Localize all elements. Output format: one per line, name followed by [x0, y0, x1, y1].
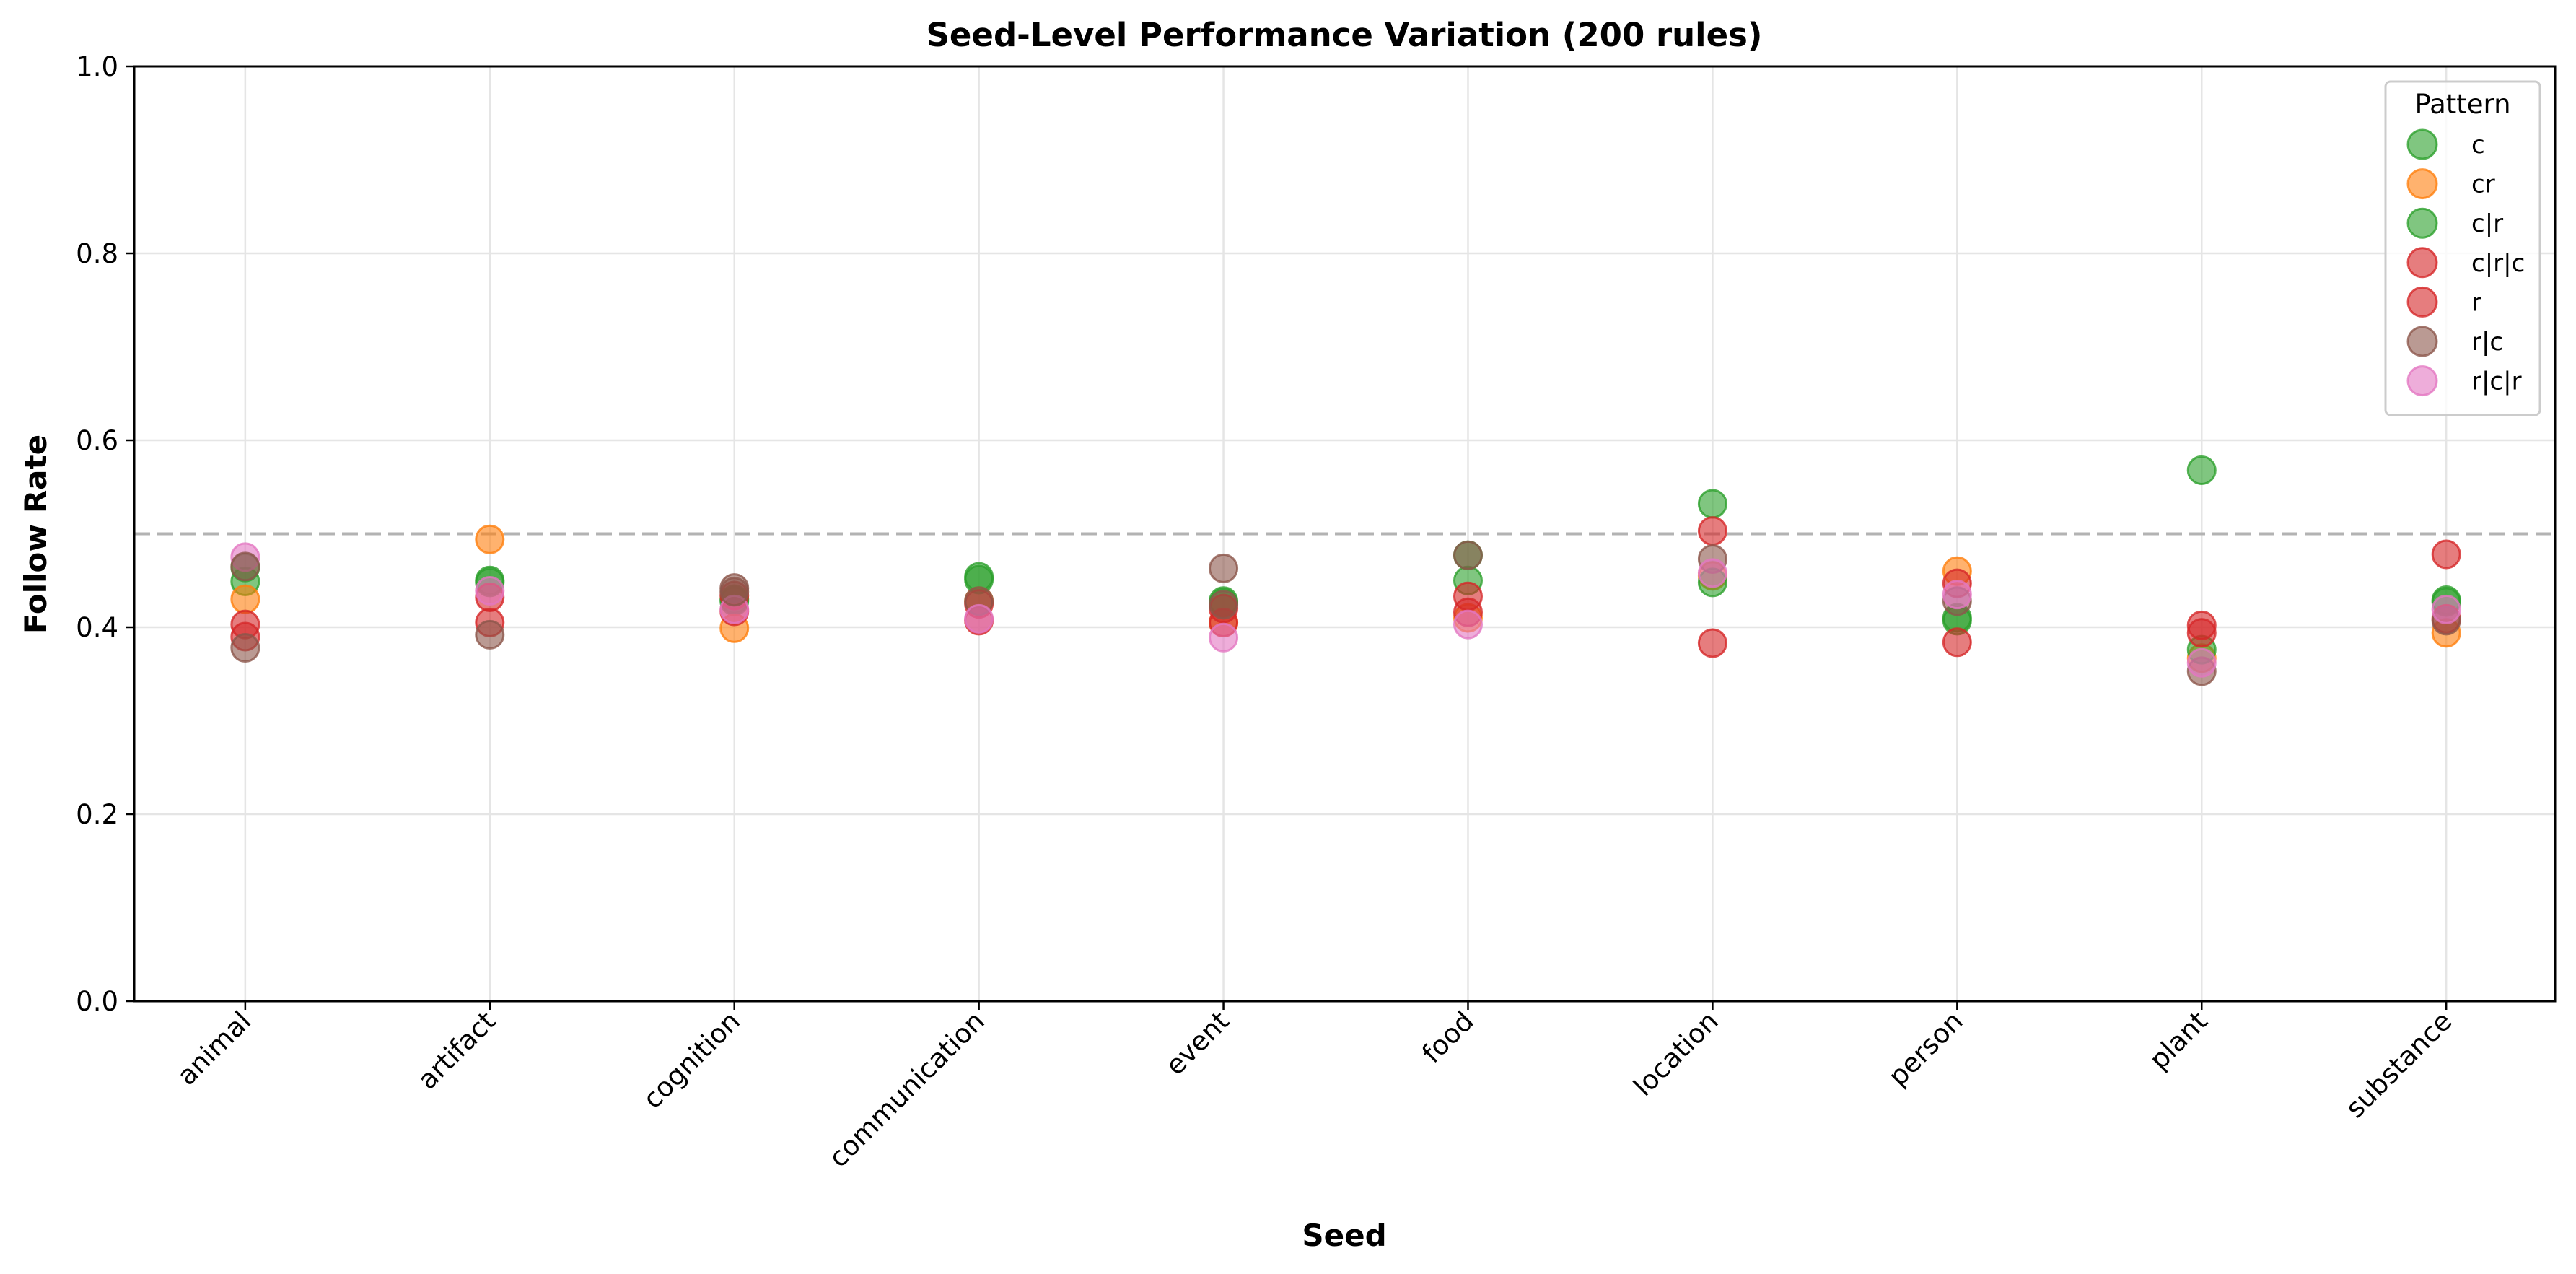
- y-axis-ticks: 0.0 0.2 0.4 0.6 0.8 1.0: [76, 51, 134, 1017]
- y-tick-label: 1.0: [76, 51, 118, 82]
- legend-marker-r: [2406, 286, 2438, 318]
- point-r-c-r-artifact: [475, 575, 505, 606]
- point-c-r-c-location: [1697, 516, 1727, 546]
- y-tick-label: 0.8: [76, 238, 118, 269]
- point-r-plant: [2186, 618, 2217, 648]
- point-r-c-r-substance: [2431, 594, 2461, 624]
- point-cr-artifact: [475, 524, 505, 554]
- point-r-c-animal: [230, 632, 260, 663]
- point-r-c-event: [1209, 590, 1239, 620]
- x-axis-label: Seed: [1302, 1218, 1386, 1253]
- legend-marker-r-c: [2406, 326, 2438, 357]
- legend-label-c-r-c: c|r|c: [2471, 249, 2525, 278]
- point-c-r-c-substance: [2431, 539, 2461, 570]
- legend-label-r-c: r|c: [2471, 328, 2503, 357]
- x-tick-label-cognition: cognition: [637, 1005, 746, 1114]
- legend-label-cr: cr: [2471, 170, 2495, 199]
- x-tick-label-animal: animal: [171, 1005, 257, 1091]
- x-tick-label-communication: communication: [823, 1005, 991, 1174]
- point-r-location: [1697, 628, 1727, 658]
- chart-title: Seed-Level Performance Variation (200 ru…: [926, 16, 1763, 54]
- point-r-c-r-plant: [2186, 647, 2217, 678]
- legend-marker-cr: [2406, 168, 2438, 200]
- point-c-location: [1697, 489, 1727, 519]
- legend-label-r-c-r: r|c|r: [2471, 367, 2522, 396]
- y-tick-label: 0.6: [76, 425, 118, 456]
- y-axis-label: Follow Rate: [18, 435, 53, 634]
- point-r-c-cognition: [719, 577, 750, 607]
- x-tick-label-food: food: [1416, 1005, 1480, 1069]
- legend-items: c cr c|r c|r|c r r|c r|c|r: [2406, 128, 2525, 397]
- point-r-c-artifact: [475, 619, 505, 650]
- legend-title: Pattern: [2414, 89, 2510, 120]
- x-axis-ticks: animal artifact cognition communication even…: [171, 1001, 2458, 1174]
- point-r-c-r-communication: [964, 603, 994, 634]
- legend: Pattern c cr c|r c|r|c r r|c r|c|r: [2384, 80, 2541, 416]
- x-tick-label-substance: substance: [2339, 1005, 2458, 1124]
- data-points: [230, 455, 2461, 686]
- point-r-c-r-location: [1697, 558, 1727, 588]
- point-r-person: [1942, 627, 1972, 658]
- legend-label-c: c: [2471, 131, 2485, 160]
- legend-marker-r-c-r: [2406, 365, 2438, 397]
- point-r-c-r-event: [1209, 622, 1239, 653]
- point-r-c-r-person: [1942, 580, 1972, 610]
- point-r-c-animal: [230, 551, 260, 582]
- plot-frame: [133, 65, 2557, 1003]
- x-tick-label-plant: plant: [2143, 1005, 2213, 1076]
- point-r-c-r-food: [1453, 609, 1483, 640]
- point-r-c-food: [1453, 540, 1483, 570]
- legend-marker-c-r: [2406, 207, 2438, 239]
- legend-label-c-r: c|r: [2471, 209, 2503, 238]
- y-tick-label: 0.4: [76, 612, 118, 643]
- point-c-plant: [2186, 455, 2217, 485]
- x-tick-label-event: event: [1160, 1005, 1235, 1081]
- x-tick-label-person: person: [1883, 1005, 1969, 1092]
- y-tick-label: 0.0: [76, 986, 118, 1017]
- legend-label-r: r: [2471, 288, 2481, 317]
- point-r-c-event: [1209, 553, 1239, 583]
- point-cr-animal: [230, 584, 260, 614]
- y-tick-label: 0.2: [76, 799, 118, 830]
- legend-marker-c-r-c: [2406, 247, 2438, 279]
- legend-marker-c: [2406, 128, 2438, 160]
- x-tick-label-artifact: artifact: [412, 1005, 502, 1096]
- x-tick-label-location: location: [1628, 1005, 1725, 1102]
